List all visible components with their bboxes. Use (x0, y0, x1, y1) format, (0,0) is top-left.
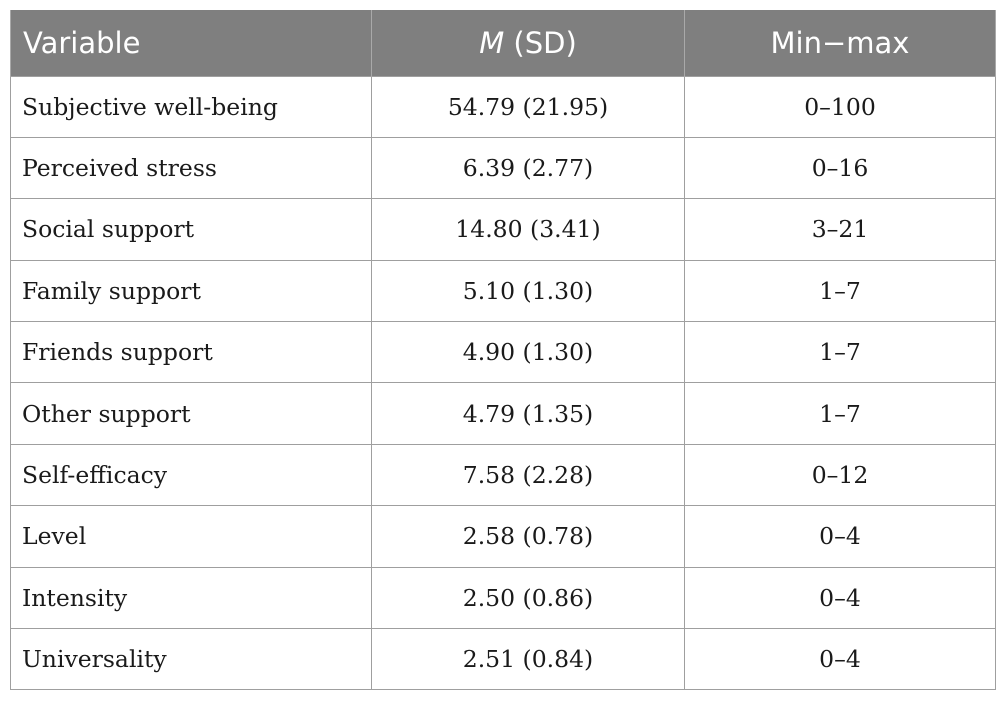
cell-range: 0–4 (684, 628, 996, 691)
header-variable: Variable (10, 10, 372, 76)
cell-range: 0–100 (684, 75, 996, 138)
cell-mean-sd: 14.80 (3.41) (371, 198, 685, 261)
cell-variable: Universality (10, 628, 372, 691)
cell-mean-sd: 6.39 (2.77) (371, 136, 685, 200)
descriptive-statistics-table-container: Variable M (SD) Min−max Subjective well-… (10, 10, 996, 691)
cell-variable: Intensity (10, 566, 372, 630)
cell-range: 0–16 (684, 136, 996, 200)
cell-mean-sd: 2.50 (0.86) (371, 566, 685, 630)
cell-mean-sd: 7.58 (2.28) (371, 443, 685, 507)
cell-variable: Friends support (10, 321, 372, 384)
cell-variable: Social support (10, 198, 372, 261)
header-mean-sd: M (SD) (371, 10, 685, 76)
table-body: Subjective well-being 54.79 (21.95) 0–10… (10, 75, 996, 691)
cell-mean-sd: 2.51 (0.84) (371, 628, 685, 691)
cell-mean-sd: 54.79 (21.95) (371, 75, 685, 138)
cell-mean-sd: 4.79 (1.35) (371, 382, 685, 445)
descriptive-statistics-table: Variable M (SD) Min−max Subjective well-… (10, 10, 996, 691)
cell-variable: Other support (10, 382, 372, 445)
cell-variable: Self-efficacy (10, 443, 372, 507)
header-mean-symbol: M (479, 25, 505, 60)
table-row: Friends support 4.90 (1.30) 1–7 (10, 321, 996, 384)
cell-variable: Family support (10, 259, 372, 323)
table-header: Variable M (SD) Min−max (10, 10, 996, 76)
cell-mean-sd: 5.10 (1.30) (371, 259, 685, 323)
header-min-max: Min−max (684, 10, 996, 76)
header-row: Variable M (SD) Min−max (10, 10, 996, 76)
table-row: Subjective well-being 54.79 (21.95) 0–10… (10, 75, 996, 138)
table-row: Intensity 2.50 (0.86) 0–4 (10, 566, 996, 630)
cell-range: 3–21 (684, 198, 996, 261)
cell-range: 1–7 (684, 259, 996, 323)
cell-variable: Level (10, 505, 372, 568)
cell-mean-sd: 4.90 (1.30) (371, 321, 685, 384)
cell-range: 0–4 (684, 566, 996, 630)
cell-range: 0–4 (684, 505, 996, 568)
table-row: Other support 4.79 (1.35) 1–7 (10, 382, 996, 445)
cell-mean-sd: 2.58 (0.78) (371, 505, 685, 568)
cell-variable: Subjective well-being (10, 75, 372, 138)
table-row: Social support 14.80 (3.41) 3–21 (10, 198, 996, 261)
table-row: Perceived stress 6.39 (2.77) 0–16 (10, 136, 996, 200)
cell-range: 0–12 (684, 443, 996, 507)
cell-range: 1–7 (684, 321, 996, 384)
table-row: Level 2.58 (0.78) 0–4 (10, 505, 996, 568)
cell-range: 1–7 (684, 382, 996, 445)
cell-variable: Perceived stress (10, 136, 372, 200)
table-row: Self-efficacy 7.58 (2.28) 0–12 (10, 443, 996, 507)
table-row: Universality 2.51 (0.84) 0–4 (10, 628, 996, 691)
header-sd-label: (SD) (504, 25, 577, 60)
table-row: Family support 5.10 (1.30) 1–7 (10, 259, 996, 323)
